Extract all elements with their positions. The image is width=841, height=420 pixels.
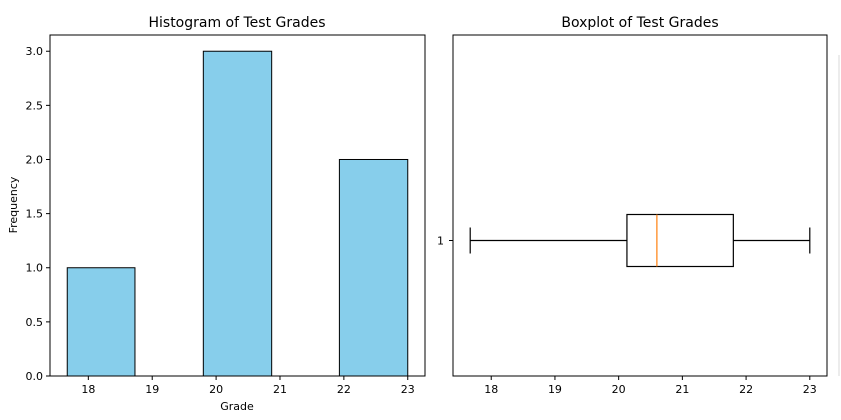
histogram-plot-frame xyxy=(49,34,426,377)
x-tick-label: 19 xyxy=(145,383,159,396)
histogram-x-axis-label: Grade xyxy=(220,400,254,413)
y-tick-label: 2.0 xyxy=(26,153,44,166)
histogram-panel: Histogram of Test Grades 18 19 20 21 22 23 0.… xyxy=(7,15,426,413)
histogram-x-ticks: 18 19 20 21 22 23 xyxy=(81,376,415,396)
boxplot-panel: Boxplot of Test Grades 18 19 20 21 22 23 1 xyxy=(437,15,828,396)
y-tick-label: 3.0 xyxy=(26,45,44,58)
boxplot-plot-frame xyxy=(452,34,828,377)
x-tick-label: 21 xyxy=(675,383,689,396)
x-tick-label: 19 xyxy=(548,383,562,396)
boxplot-marks xyxy=(469,213,811,268)
y-tick-label: 1.0 xyxy=(26,262,44,275)
histogram-bar xyxy=(202,50,273,377)
y-tick-label: 0.0 xyxy=(26,370,44,383)
boxplot-title: Boxplot of Test Grades xyxy=(561,15,718,31)
histogram-bars xyxy=(66,50,409,377)
histogram-title: Histogram of Test Grades xyxy=(148,15,325,31)
x-tick-label: 21 xyxy=(273,383,287,396)
x-tick-label: 23 xyxy=(401,383,415,396)
boxplot-x-ticks: 18 19 20 21 22 23 xyxy=(484,376,817,396)
x-tick-label: 18 xyxy=(81,383,95,396)
y-tick-label: 1 xyxy=(437,235,444,248)
histogram-y-ticks: 0.0 0.5 1.0 1.5 2.0 2.5 3.0 xyxy=(26,45,50,383)
y-tick-label: 2.5 xyxy=(26,99,44,112)
x-tick-label: 20 xyxy=(612,383,626,396)
iqr-box xyxy=(626,213,734,268)
boxplot-y-ticks: 1 xyxy=(437,235,453,248)
x-tick-label: 18 xyxy=(484,383,498,396)
y-tick-label: 0.5 xyxy=(26,316,44,329)
x-tick-label: 20 xyxy=(209,383,223,396)
histogram-bar xyxy=(66,267,136,377)
y-tick-label: 1.5 xyxy=(26,208,44,221)
x-tick-label: 22 xyxy=(337,383,351,396)
x-tick-label: 22 xyxy=(739,383,753,396)
histogram-bar xyxy=(338,158,409,377)
x-tick-label: 23 xyxy=(803,383,817,396)
histogram-y-axis-label: Frequency xyxy=(7,176,20,233)
